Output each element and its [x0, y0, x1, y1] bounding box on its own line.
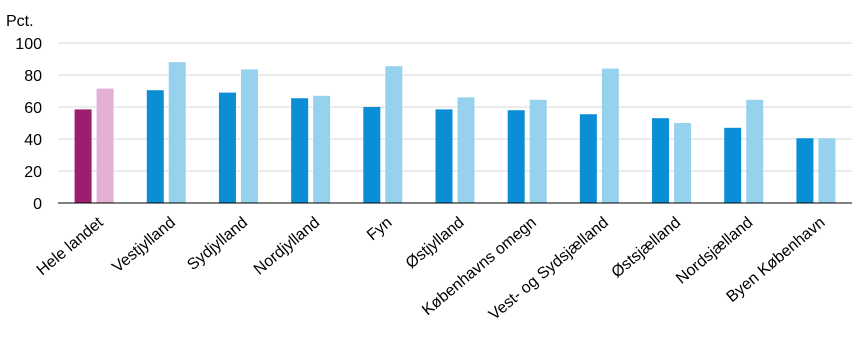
bar-series-2 — [96, 88, 114, 203]
bar-series-1 — [435, 109, 453, 203]
bar-series-1 — [724, 127, 742, 203]
bar-series-1 — [146, 90, 164, 203]
y-tick-label: 20 — [24, 164, 42, 181]
bar-series-2 — [529, 99, 547, 203]
bar-series-1 — [507, 110, 525, 203]
x-category-label: Hele landet — [34, 214, 107, 279]
bar-series-1 — [579, 114, 597, 203]
y-tick-label: 100 — [15, 36, 42, 53]
bar-series-2 — [457, 97, 475, 203]
bar-series-1 — [74, 109, 92, 203]
bar-series-1 — [363, 107, 381, 203]
y-tick-label: 80 — [24, 68, 42, 85]
y-tick-label: 40 — [24, 132, 42, 149]
x-category-label: Østsjælland — [608, 214, 684, 281]
x-axis-category-labels: Hele landet Vestjylland Sydjylland Nordjyll… — [34, 214, 829, 324]
bar-series-2 — [168, 62, 186, 204]
bar-series-1 — [291, 98, 309, 203]
bar-series-2 — [818, 138, 836, 203]
bar-series-2 — [313, 95, 331, 203]
bar-series-2 — [240, 69, 258, 204]
gridlines — [58, 42, 852, 172]
bars — [74, 62, 836, 204]
x-category-label: Nordjylland — [251, 214, 323, 278]
y-tick-label: 0 — [33, 196, 42, 213]
x-category-label: Fyn — [364, 214, 395, 244]
bar-series-2 — [674, 123, 692, 203]
bar-series-1 — [796, 138, 814, 203]
y-tick-label: 60 — [24, 100, 42, 117]
bar-series-2 — [601, 68, 619, 203]
x-category-label: Vest- og Sydsjælland — [486, 214, 612, 324]
bar-series-1 — [652, 118, 670, 203]
bar-series-1 — [218, 92, 236, 203]
y-unit-label: Pct. — [6, 13, 34, 30]
x-category-label: Sydjylland — [184, 214, 251, 274]
x-category-label: Vestjylland — [109, 214, 179, 276]
bar-series-2 — [385, 66, 403, 203]
y-axis-tick-labels: 0 20 40 60 80 100 — [15, 36, 42, 213]
x-category-label: Østjylland — [403, 214, 468, 272]
bar-series-2 — [746, 99, 764, 203]
